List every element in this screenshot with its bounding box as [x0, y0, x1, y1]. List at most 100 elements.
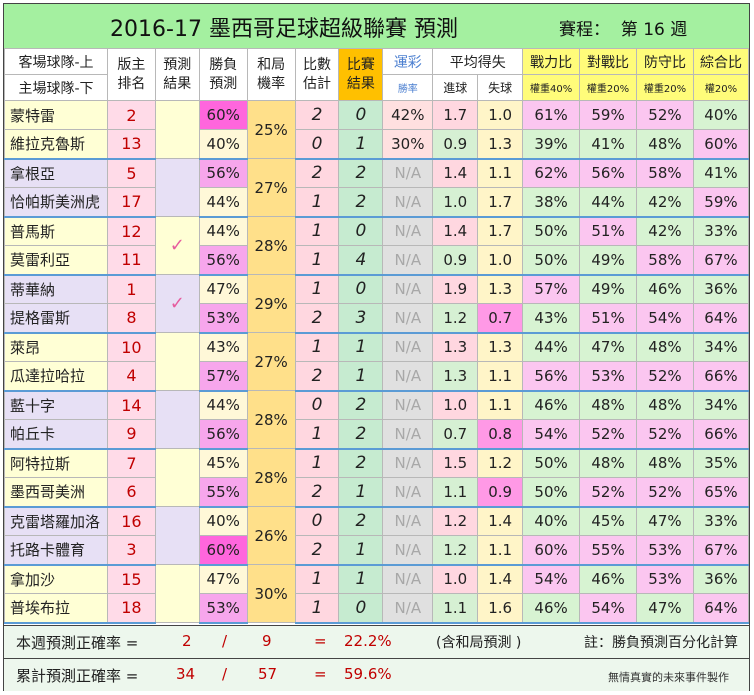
prediction-correct-mark: ✓	[154, 274, 200, 333]
record-ratio: 53%	[579, 361, 637, 392]
record-ratio: 54%	[579, 593, 637, 624]
avg-goals-against: 0.9	[477, 477, 524, 508]
away-team-name: 蒂華納	[4, 274, 108, 304]
header-overall-weight: 權20%	[692, 74, 750, 101]
record-ratio: 52%	[579, 477, 637, 508]
match-result: 1	[338, 129, 384, 160]
overall-ratio: 59%	[692, 187, 750, 218]
match-result: 2	[338, 158, 384, 188]
away-team-name: 普馬斯	[4, 216, 108, 246]
avg-goals-for: 1.0	[432, 187, 479, 218]
avg-goals-for: 1.7	[432, 100, 479, 130]
weekly-accuracy-rate: 22.2%	[344, 632, 392, 650]
avg-goals-against: 0.7	[477, 303, 524, 334]
strength-ratio: 50%	[522, 477, 581, 508]
win-probability: 44%	[198, 187, 248, 218]
record-ratio: 51%	[579, 216, 637, 246]
defense-ratio: 58%	[636, 158, 694, 188]
draw-probability: 28%	[246, 216, 296, 275]
score-estimate: 1	[294, 593, 340, 624]
avg-goals-against: 1.1	[477, 390, 524, 420]
win-probability: 44%	[198, 390, 248, 420]
header-defense: 防守比	[636, 48, 694, 75]
draw-probability: 25%	[246, 100, 296, 159]
team-rank: 11	[106, 245, 156, 276]
overall-ratio: 60%	[692, 129, 750, 160]
strength-ratio: 38%	[522, 187, 581, 218]
avg-goals-against: 1.2	[477, 448, 524, 478]
match-result: 2	[338, 187, 384, 218]
avg-goals-for: 1.5	[432, 448, 479, 478]
avg-goals-against: 0.8	[477, 419, 524, 450]
defense-ratio: 47%	[636, 506, 694, 536]
overall-ratio: 35%	[692, 448, 750, 478]
title-bar: 2016-17 墨西哥足球超級聯賽 預測 賽程： 第 16 週	[4, 4, 749, 49]
lottery-win-rate: N/A	[382, 158, 434, 188]
team-rank: 5	[106, 158, 156, 188]
home-team-name: 瓜達拉哈拉	[4, 361, 108, 392]
strength-ratio: 46%	[522, 593, 581, 624]
strength-ratio: 60%	[522, 535, 581, 566]
defense-ratio: 48%	[636, 332, 694, 362]
strength-ratio: 62%	[522, 158, 581, 188]
win-probability: 56%	[198, 158, 248, 188]
match-result: 2	[338, 390, 384, 420]
home-team-name: 墨西哥美洲	[4, 477, 108, 508]
avg-goals-against: 1.7	[477, 187, 524, 218]
away-team-name: 阿特拉斯	[4, 448, 108, 478]
draw-probability: 27%	[246, 332, 296, 391]
team-rank: 2	[106, 100, 156, 130]
away-team-name: 萊昂	[4, 332, 108, 362]
weekly-total-count: 9	[262, 632, 272, 650]
strength-ratio: 44%	[522, 332, 581, 362]
header-match-result: 比賽 結果	[338, 48, 384, 101]
table-row: 恰帕斯美洲虎 17 44% 1 2 N/A 1.0 1.7 38% 44% 42% 59%	[4, 187, 750, 218]
avg-goals-for: 1.1	[432, 477, 479, 508]
record-ratio: 59%	[579, 100, 637, 130]
win-probability: 55%	[198, 477, 248, 508]
strength-ratio: 46%	[522, 390, 581, 420]
header-score-est: 比數 估計	[294, 48, 340, 101]
record-ratio: 52%	[579, 419, 637, 450]
defense-ratio: 42%	[636, 216, 694, 246]
team-rank: 17	[106, 187, 156, 218]
record-ratio: 56%	[579, 158, 637, 188]
header-strength-weight: 權重40%	[522, 74, 581, 101]
overall-ratio: 67%	[692, 535, 750, 566]
score-estimate: 1	[294, 245, 340, 276]
avg-goals-against: 1.0	[477, 245, 524, 276]
overall-ratio: 64%	[692, 303, 750, 334]
lottery-win-rate: N/A	[382, 535, 434, 566]
overall-ratio: 34%	[692, 332, 750, 362]
team-rank: 8	[106, 303, 156, 334]
defense-ratio: 48%	[636, 129, 694, 160]
record-ratio: 51%	[579, 303, 637, 334]
header-record: 對戰比	[579, 48, 637, 75]
strength-ratio: 61%	[522, 100, 581, 130]
win-probability: 56%	[198, 245, 248, 276]
record-ratio: 47%	[579, 332, 637, 362]
avg-goals-for: 1.2	[432, 535, 479, 566]
team-rank: 13	[106, 129, 156, 160]
lottery-win-rate: N/A	[382, 187, 434, 218]
score-estimate: 1	[294, 187, 340, 218]
cumulative-slash: /	[222, 665, 228, 683]
team-rank: 15	[106, 564, 156, 594]
weekly-correct-count: 2	[182, 632, 192, 650]
avg-goals-for: 1.4	[432, 158, 479, 188]
match-result: 0	[338, 274, 384, 304]
table-row: 萊昂 10 43% 27% 1 1 N/A 1.3 1.3 44% 47% 48% 34%	[4, 332, 750, 391]
draw-probability: 28%	[246, 448, 296, 507]
score-estimate: 2	[294, 303, 340, 334]
match-result: 2	[338, 448, 384, 478]
win-probability: 44%	[198, 216, 248, 246]
table-row: 蒙特雷 2 60% 25% 2 0 42% 1.7 1.0 61% 59% 52% 40%	[4, 100, 750, 159]
win-probability: 60%	[198, 535, 248, 566]
team-rank: 18	[106, 593, 156, 624]
avg-goals-for: 1.2	[432, 506, 479, 536]
avg-goals-for: 0.9	[432, 245, 479, 276]
avg-goals-for: 1.0	[432, 564, 479, 594]
record-ratio: 49%	[579, 245, 637, 276]
strength-ratio: 43%	[522, 303, 581, 334]
overall-ratio: 64%	[692, 593, 750, 624]
